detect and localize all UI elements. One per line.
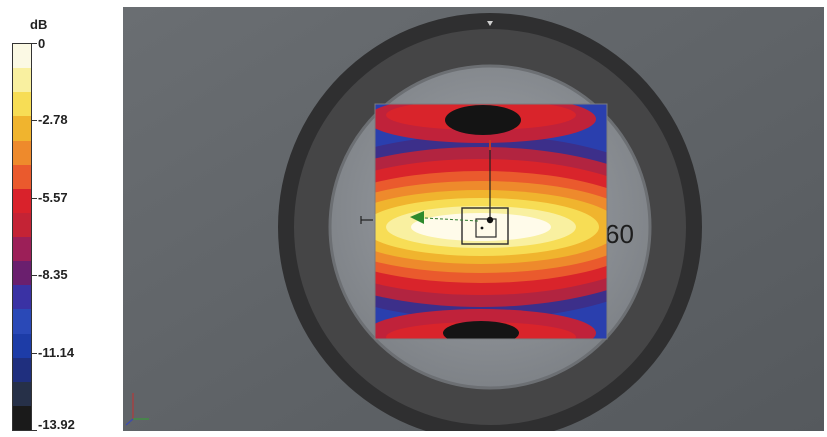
colorbar-band bbox=[13, 261, 31, 286]
axis-triad-icon bbox=[125, 393, 149, 426]
colorbar bbox=[12, 43, 32, 431]
colorbar-band bbox=[13, 381, 31, 406]
colorbar-band bbox=[13, 333, 31, 358]
colorbar-band bbox=[13, 285, 31, 310]
colorbar-tick-label: 0 bbox=[38, 36, 46, 51]
inner-disc-rim bbox=[328, 64, 652, 390]
target-marker-icon[interactable] bbox=[461, 140, 509, 245]
viewport[interactable]: 60 bbox=[123, 7, 824, 431]
scene-svg: 60 bbox=[123, 7, 824, 431]
colorbar-band bbox=[13, 309, 31, 334]
null-region-top bbox=[445, 105, 521, 135]
colorbar-band bbox=[13, 140, 31, 165]
colorbar-band bbox=[13, 44, 31, 69]
colorbar-tick-mark bbox=[32, 43, 37, 44]
peripheral-label: 60 bbox=[605, 219, 634, 249]
colorbar-band bbox=[13, 405, 31, 430]
colorbar-tick-mark bbox=[32, 120, 37, 122]
colorbar-tick-mark bbox=[32, 197, 37, 199]
legend-unit: dB bbox=[30, 17, 48, 32]
colorbar-band bbox=[13, 212, 31, 237]
colorbar-tick-mark bbox=[32, 352, 37, 354]
colorbar-tick-label: -5.57 bbox=[38, 189, 68, 205]
colorbar-band bbox=[13, 237, 31, 262]
heatmap bbox=[375, 104, 607, 339]
colorbar-tick-mark bbox=[32, 430, 37, 431]
colorbar-band bbox=[13, 164, 31, 189]
arrow-left-icon bbox=[410, 211, 479, 224]
colorbar-band bbox=[13, 116, 31, 141]
colorbar-tick-label: -13.92 bbox=[38, 417, 75, 432]
heatmap-frame bbox=[374, 103, 608, 340]
colorbar-tick-label: -8.35 bbox=[38, 267, 68, 283]
colorbar-band bbox=[13, 68, 31, 93]
colorbar-tick-mark bbox=[32, 275, 37, 277]
colorbar-band bbox=[13, 188, 31, 213]
colorbar-band bbox=[13, 92, 31, 117]
colorbar-band bbox=[13, 357, 31, 382]
colorbar-tick-label: -2.78 bbox=[38, 112, 68, 128]
top-notch bbox=[487, 21, 493, 26]
colorbar-tick-label: -11.14 bbox=[38, 344, 75, 360]
null-region-bottom bbox=[443, 321, 519, 339]
